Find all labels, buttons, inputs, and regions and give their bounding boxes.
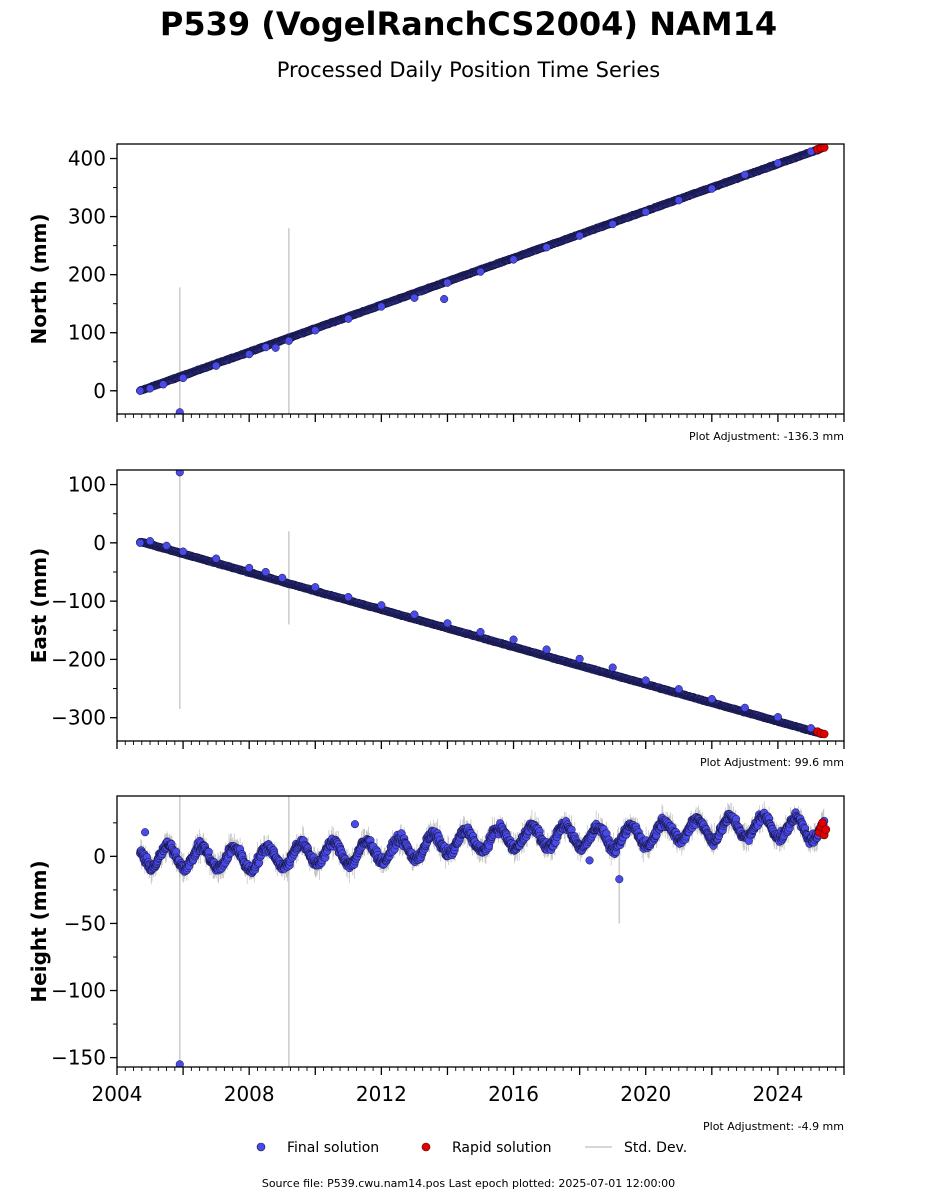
final-anchor-point-5 [212, 361, 221, 370]
axes-frame [116, 143, 845, 415]
final-anchor-point-25 [773, 159, 782, 168]
plot-area [136, 796, 831, 1067]
final-anchor-point-8 [278, 573, 287, 582]
final-anchor-point-1 [145, 384, 155, 393]
y-tick-label-1: 0 [93, 531, 106, 555]
final-anchor-point-8 [271, 343, 280, 352]
final-anchor-point-14 [476, 627, 485, 637]
y-tick-label-4: −300 [51, 706, 106, 730]
final-anchor-point-23 [707, 184, 716, 193]
final-anchor-point-2 [162, 541, 171, 550]
final-anchor-point-0 [136, 538, 145, 547]
final-anchor-point-7 [261, 567, 270, 577]
plot-area [136, 470, 829, 739]
final-anchor-point-15 [443, 278, 452, 287]
final-anchor-point-16 [476, 267, 485, 276]
y-tick-label-4: 400 [68, 147, 106, 171]
y-tick-label-0: 100 [68, 473, 106, 497]
final-anchor-point-14 [440, 294, 449, 304]
final-anchor-point-2 [159, 380, 168, 389]
final-anchor-point-20 [674, 685, 683, 694]
panel-1: 0 100 200 300 400 North (mm) Plot Adjustment: … [27, 143, 845, 443]
final-anchor-point-21 [641, 207, 650, 216]
final-anchor-point-24 [740, 170, 749, 179]
final-anchor-point-9 [311, 583, 320, 592]
rapid-point-2 [819, 144, 829, 152]
final-anchor-point-12 [410, 610, 419, 619]
plot-area [136, 144, 829, 414]
final-anchor-point-7 [261, 343, 270, 352]
final-anchor-point-5 [212, 554, 221, 563]
final-anchor-point-15 [509, 635, 518, 644]
plot-adjustment-note: Plot Adjustment: -136.3 mm [689, 430, 844, 443]
final-anchor-point-11 [377, 601, 386, 610]
final-anchor-point-22 [740, 703, 749, 712]
y-tick-label-3: −200 [51, 647, 106, 671]
final-anchor-point-1 [145, 537, 155, 546]
final-anchor-point-19 [641, 676, 650, 685]
panels-group: 0 100 200 300 400 North (mm) Plot Adjustment: … [27, 143, 845, 1133]
final-anchor-point-0 [136, 386, 145, 395]
axes-frame [116, 469, 845, 742]
final-anchor-point-11 [344, 314, 353, 323]
final-anchor-point-6 [245, 350, 254, 359]
y-axis-label: East (mm) [27, 548, 51, 664]
final-anchor-point-10 [311, 326, 320, 335]
chart-subtitle: Processed Daily Position Time Series [276, 58, 661, 82]
final-anchor-point-23 [773, 713, 782, 722]
final-anchor-point-24 [806, 724, 816, 733]
y-axis-label: North (mm) [27, 213, 51, 344]
plot-adjustment-note: Plot Adjustment: 99.6 mm [700, 756, 844, 769]
final-anchor-point-3 [175, 408, 184, 414]
final-anchor-point-20 [608, 220, 617, 229]
final-anchor-point-21 [707, 694, 716, 704]
chart-title: P539 (VogelRanchCS2004) NAM14 [159, 5, 778, 43]
final-anchor-point-6 [245, 563, 254, 572]
final-anchor-point-18 [542, 243, 551, 252]
y-tick-label-2: −100 [51, 589, 106, 613]
y-tick-label-2: 200 [68, 263, 106, 287]
final-anchor-point-9 [284, 336, 293, 345]
final-anchor-point-13 [443, 619, 452, 628]
final-anchor-point-19 [575, 231, 584, 240]
y-tick-label-0: 0 [93, 379, 106, 403]
final-anchor-point-10 [344, 592, 353, 602]
final-anchor-point-17 [509, 255, 518, 264]
panel-2: 100 0 −100 −200 −300 East (mm) Plot Adjustment… [27, 469, 845, 769]
y-tick-label-3: 300 [68, 205, 106, 229]
y-tick-label-1: 100 [68, 321, 106, 345]
rapid-point-2 [819, 729, 829, 739]
final-anchor-point-4 [179, 547, 188, 556]
final-anchor-point-12 [377, 302, 386, 311]
final-anchor-point-13 [410, 293, 419, 302]
final-anchor-point-16 [542, 645, 551, 654]
final-anchor-point-18 [608, 663, 617, 672]
final-anchor-point-3 [175, 470, 184, 477]
final-anchor-point-17 [575, 654, 584, 663]
final-anchor-point-22 [674, 196, 683, 205]
final-anchor-point-4 [179, 373, 188, 383]
